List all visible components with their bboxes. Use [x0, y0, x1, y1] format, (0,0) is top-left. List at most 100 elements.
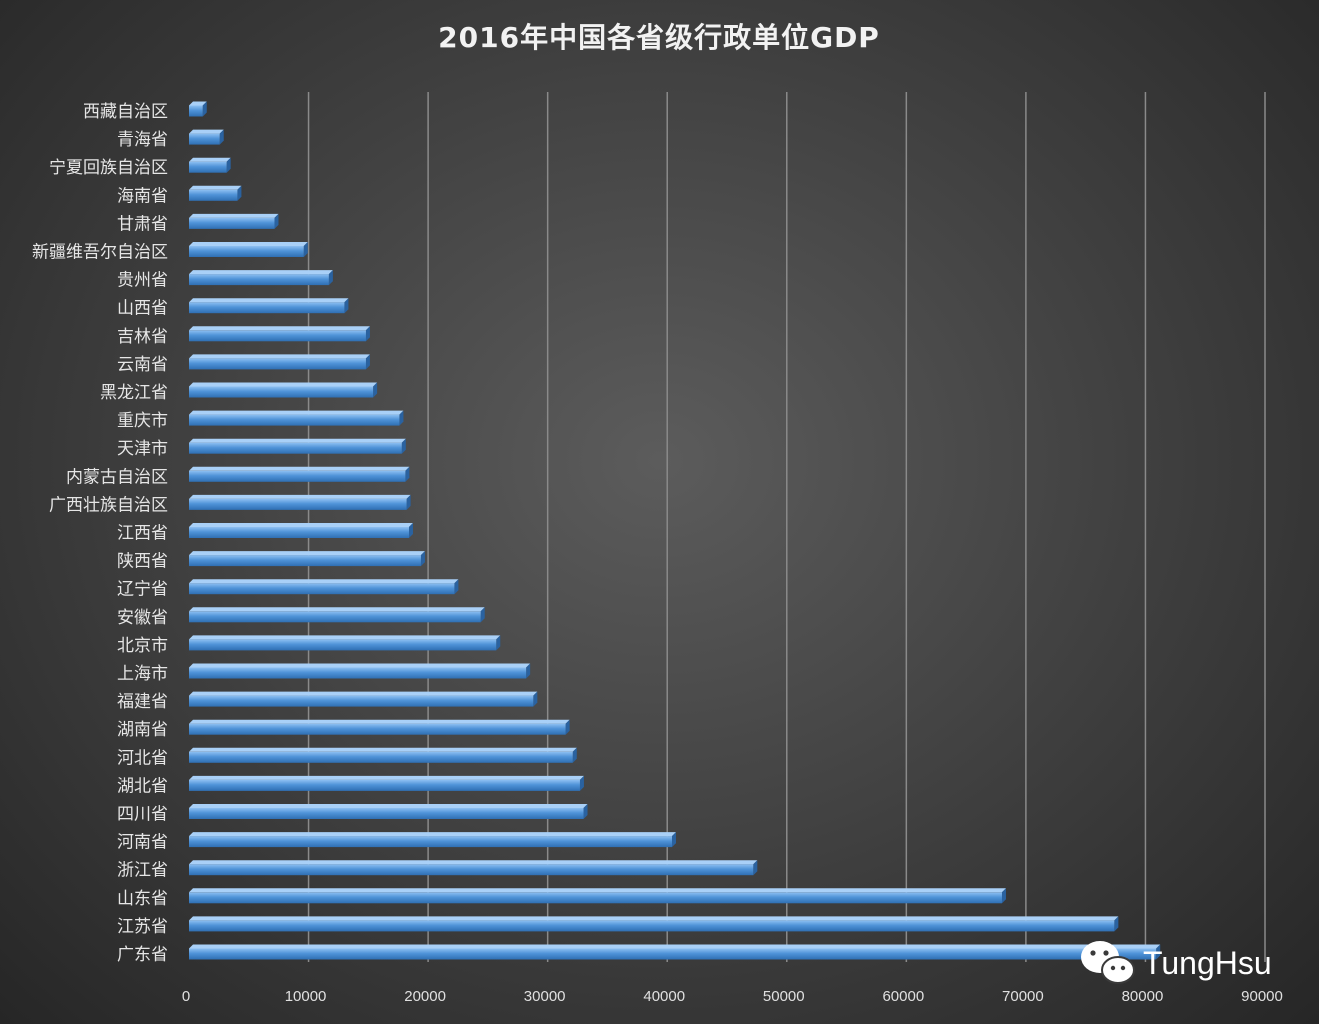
bar	[189, 804, 588, 819]
x-tick-label: 90000	[1241, 988, 1283, 1005]
bar-front-face	[189, 920, 1115, 932]
bar-top-face	[189, 466, 410, 471]
category-label: 北京市	[117, 636, 168, 656]
bar-side-face	[226, 157, 231, 173]
bar-top-face	[189, 607, 485, 612]
bar	[189, 129, 224, 145]
bar-side-face	[405, 466, 410, 482]
bar-top-face	[189, 747, 577, 752]
bar-front-face	[189, 527, 409, 538]
bar	[189, 691, 538, 707]
category-label: 安徽省	[117, 608, 168, 628]
bar	[189, 298, 349, 314]
bar	[189, 410, 404, 426]
bar	[189, 775, 584, 791]
bar	[189, 663, 531, 679]
bar-side-face	[406, 494, 411, 510]
bar-top-face	[189, 270, 333, 275]
bar-front-face	[189, 133, 220, 145]
bar-top-face	[189, 551, 425, 556]
bar	[189, 494, 411, 510]
bar	[189, 635, 501, 651]
bar-front-face	[189, 470, 406, 482]
bar	[189, 354, 370, 370]
bar-side-face	[219, 129, 224, 145]
bar-side-face	[496, 635, 501, 651]
bar-top-face	[189, 663, 531, 668]
bar-side-face	[399, 410, 404, 426]
bar-side-face	[753, 860, 758, 876]
bar	[189, 888, 1006, 904]
bar-side-face	[420, 551, 425, 567]
x-tick-label: 50000	[763, 988, 805, 1005]
bar-front-face	[189, 246, 304, 257]
bar-front-face	[189, 386, 374, 398]
bar-top-face	[189, 719, 570, 724]
bar	[189, 326, 370, 342]
bar	[189, 270, 333, 286]
bar-front-face	[189, 302, 345, 314]
bar-front-face	[189, 583, 455, 595]
category-label: 广西壮族自治区	[49, 495, 168, 515]
bar-top-face	[189, 888, 1006, 893]
bar	[189, 382, 378, 398]
category-label: 云南省	[117, 355, 168, 375]
bar-front-face	[189, 864, 754, 876]
bar-top-face	[189, 354, 370, 359]
watermark-text: TungHsu	[1143, 945, 1272, 981]
bar	[189, 466, 410, 482]
bar-side-face	[454, 579, 459, 595]
bar	[189, 101, 207, 117]
category-label: 河北省	[117, 748, 168, 768]
bar-front-face	[189, 555, 421, 567]
category-label: 陕西省	[117, 552, 168, 572]
bar	[189, 832, 677, 848]
bar-front-face	[189, 161, 227, 173]
bar-side-face	[274, 213, 279, 229]
bar-side-face	[365, 354, 370, 370]
category-label: 浙江省	[117, 861, 168, 881]
bar-front-face	[189, 498, 407, 510]
bar-top-face	[189, 101, 207, 106]
category-label: 黑龙江省	[100, 383, 168, 403]
bar	[189, 944, 1161, 960]
bar-side-face	[373, 382, 378, 398]
bar-front-face	[189, 836, 673, 848]
bar-top-face	[189, 326, 370, 331]
category-label: 广东省	[117, 945, 168, 965]
bar-top-face	[189, 916, 1119, 921]
bar-front-face	[189, 217, 275, 229]
bar	[189, 438, 406, 454]
chart-title: 2016年中国各省级行政单位GDP	[438, 21, 880, 54]
category-label: 山东省	[117, 889, 168, 909]
bar-front-face	[189, 723, 566, 735]
x-tick-label: 60000	[882, 988, 924, 1005]
bar-front-face	[189, 105, 203, 117]
bar-top-face	[189, 860, 758, 865]
bar-top-face	[189, 523, 413, 527]
bar-front-face	[189, 779, 580, 791]
x-tick-label: 30000	[524, 988, 566, 1005]
bar-side-face	[1001, 888, 1006, 904]
bar-front-face	[189, 189, 238, 201]
x-tick-label: 0	[182, 988, 190, 1005]
bar-side-face	[672, 832, 677, 848]
category-label: 青海省	[117, 130, 168, 150]
bar-front-face	[189, 695, 534, 707]
bar-side-face	[526, 663, 531, 679]
bar-front-face	[189, 639, 497, 651]
category-labels: 西藏自治区青海省宁夏回族自治区海南省甘肃省新疆维吾尔自治区贵州省山西省吉林省云南…	[32, 102, 168, 965]
bar-front-face	[189, 948, 1157, 960]
bar-front-face	[189, 330, 366, 342]
bar-front-face	[189, 414, 400, 426]
bar-side-face	[365, 326, 370, 342]
category-label: 内蒙古自治区	[66, 467, 168, 487]
bar	[189, 860, 758, 876]
bar-side-face	[565, 719, 570, 735]
bar	[189, 916, 1119, 932]
bar	[189, 157, 231, 173]
bar-side-face	[583, 804, 588, 819]
bar-side-face	[480, 607, 485, 623]
category-label: 天津市	[117, 439, 168, 459]
